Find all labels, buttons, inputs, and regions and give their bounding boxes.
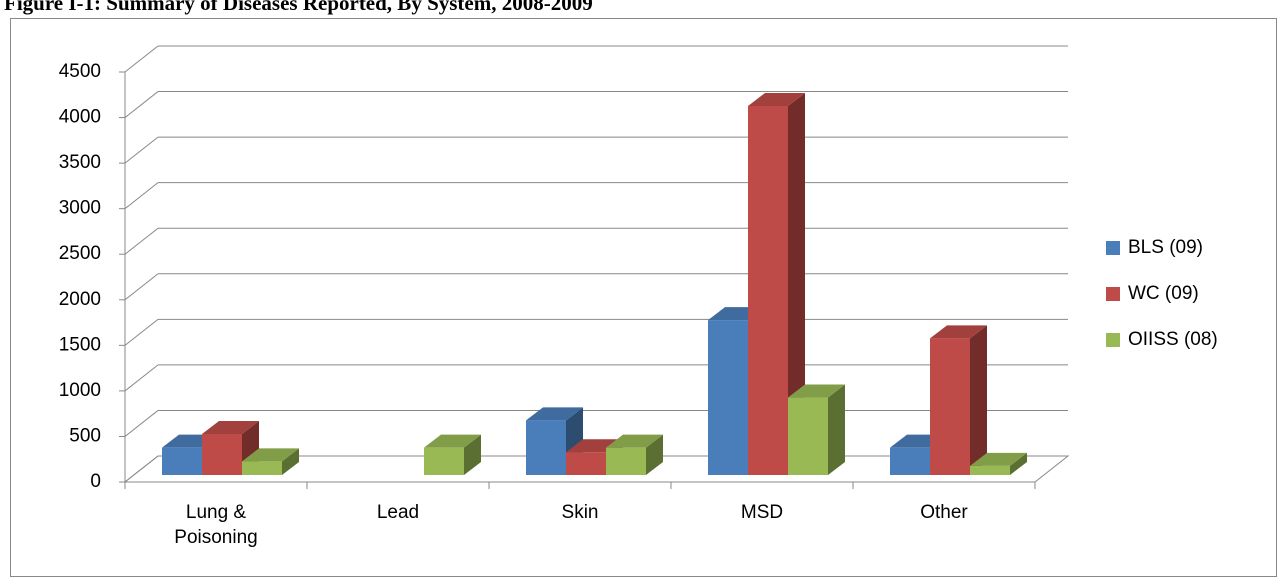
- y-tick-label: 3000: [59, 198, 101, 219]
- grid-line: [124, 136, 159, 164]
- y-tick-label: 2500: [59, 243, 101, 264]
- bar-top: [930, 325, 987, 339]
- grid-line: [124, 273, 159, 301]
- x-tick-label: Lung & Poisoning: [174, 502, 258, 548]
- legend-swatch: [1106, 287, 1120, 301]
- grid-line: [124, 455, 159, 483]
- y-tick-label: 4500: [59, 61, 101, 82]
- bar: [930, 338, 970, 475]
- x-tick-label: Other: [920, 502, 968, 523]
- grid-line: [124, 227, 159, 255]
- bar-side: [788, 93, 805, 475]
- bar: [424, 447, 464, 475]
- legend-swatch: [1106, 241, 1120, 255]
- bar-top: [424, 434, 481, 448]
- bar: [242, 461, 282, 475]
- x-tick-label: Skin: [561, 502, 599, 523]
- grid-line: [124, 91, 159, 118]
- bar-top: [202, 421, 259, 434]
- bar: [566, 452, 606, 475]
- bar: [708, 320, 748, 475]
- bar-top: [788, 384, 845, 398]
- bar: [970, 465, 1010, 475]
- x-tick-label: Lead: [376, 502, 420, 523]
- bar-top: [748, 93, 805, 106]
- y-tick-label: 500: [69, 425, 101, 446]
- legend-label: WC (09): [1128, 283, 1199, 304]
- bar: [202, 434, 242, 475]
- chart-frame: [10, 18, 1277, 577]
- bar: [748, 106, 788, 475]
- bar: [606, 447, 646, 475]
- y-tick-label: 2000: [59, 289, 101, 310]
- legend-swatch: [1106, 333, 1120, 347]
- bar: [788, 397, 828, 475]
- bar-side: [646, 434, 663, 475]
- chart-title: Figure I-1: Summary of Diseases Reported…: [4, 0, 593, 15]
- y-tick-label: 1000: [59, 380, 101, 401]
- bar-side: [1010, 452, 1027, 475]
- bar: [162, 447, 202, 475]
- grid-line: [124, 45, 159, 73]
- bar-top: [526, 407, 583, 421]
- legend-label: OIISS (08): [1128, 329, 1218, 350]
- y-tick-label: 1500: [59, 334, 101, 355]
- legend-label: BLS (09): [1128, 237, 1203, 258]
- bar-top: [242, 448, 299, 462]
- grid-line: [124, 182, 159, 210]
- bar-side: [282, 448, 299, 475]
- grid-line: [124, 364, 159, 392]
- bar-top: [970, 452, 1027, 466]
- bar-side: [464, 434, 481, 475]
- y-tick-label: 3500: [59, 152, 101, 173]
- bar: [890, 447, 930, 475]
- bar-side: [970, 325, 987, 475]
- y-tick-label: 4000: [59, 107, 101, 128]
- grid-line: [124, 410, 159, 437]
- x-tick-label: MSD: [740, 502, 784, 523]
- bar-side: [828, 384, 845, 475]
- grid-line: [124, 318, 159, 346]
- y-tick-label: 0: [90, 471, 101, 492]
- bar: [526, 420, 566, 475]
- bar-top: [606, 434, 663, 448]
